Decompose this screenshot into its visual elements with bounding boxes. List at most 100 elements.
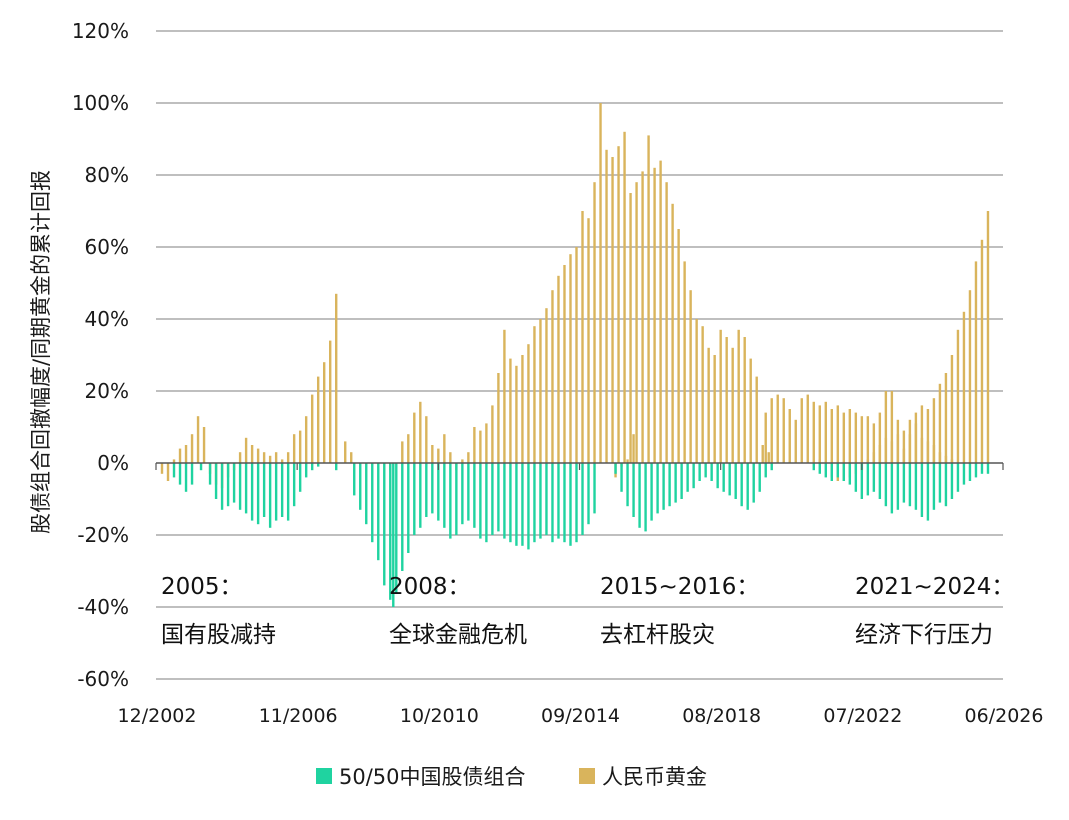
stock_bond-bar xyxy=(190,463,194,485)
stock_bond-bar xyxy=(545,463,548,535)
stock_bond-bar xyxy=(968,463,972,481)
stock_bond-bar xyxy=(644,463,647,532)
legend: 50/50中国股债组合 人民币黄金 xyxy=(316,765,707,789)
stock_bond-bar xyxy=(908,463,912,507)
stock_bond-bar xyxy=(668,463,671,507)
gold-bar xyxy=(872,452,876,463)
stock_bond-bar xyxy=(692,463,695,489)
gold-bar xyxy=(884,391,888,463)
gold-bar xyxy=(419,401,422,463)
gold-bar xyxy=(298,430,302,463)
gold-bar xyxy=(866,459,870,463)
stock_bond-bar xyxy=(860,463,864,499)
stock_bond-bar xyxy=(238,463,242,510)
gold-bar xyxy=(761,445,764,463)
gold-bar xyxy=(626,459,629,463)
gold-bar xyxy=(818,459,821,463)
gold-bar xyxy=(623,131,626,464)
gold-bar xyxy=(776,394,779,463)
gold-bar xyxy=(425,416,428,463)
stock_bond-bar xyxy=(746,463,749,510)
stock_bond-bar xyxy=(304,463,308,478)
gold-bar xyxy=(932,398,936,463)
stock_bond-bar xyxy=(854,463,858,492)
gold-bar xyxy=(641,171,644,463)
gold-bar xyxy=(172,459,176,463)
stock_bond-bar xyxy=(626,463,629,507)
gold-bar xyxy=(304,416,308,463)
x-tick-label: 11/2006 xyxy=(259,705,338,727)
stock_bond-bar xyxy=(974,463,978,478)
stock_bond-bar xyxy=(359,463,362,510)
stock_bond-bar xyxy=(316,463,320,467)
gold-bar xyxy=(238,452,242,463)
stock_bond-bar xyxy=(298,463,302,492)
stock_bond-bar xyxy=(656,463,659,514)
annotation-title: 2008： xyxy=(389,574,471,600)
stock_bond-bar xyxy=(521,463,524,546)
legend-label: 50/50中国股债组合 xyxy=(339,765,526,789)
gold-bar xyxy=(611,157,614,463)
stock_bond-bar xyxy=(365,463,368,525)
gold-bar xyxy=(335,293,338,463)
annotation-title: 2021~2024： xyxy=(855,574,1014,600)
stock_bond-bar xyxy=(226,463,230,507)
gold-bar xyxy=(689,290,692,463)
stock_bond-bar xyxy=(716,463,719,489)
stock_bond-bar xyxy=(479,463,482,539)
stock_bond-bar xyxy=(638,463,641,528)
stock_bond-bar xyxy=(461,463,464,525)
stock_bond-bar xyxy=(698,463,701,481)
gold-bar xyxy=(497,373,500,463)
gold-bar xyxy=(755,376,758,463)
stock_bond-bar xyxy=(740,463,743,507)
gold-bars xyxy=(160,103,990,489)
gold-bar xyxy=(806,394,809,463)
gold-bar xyxy=(479,430,482,463)
gold-bar xyxy=(184,445,188,463)
stock_bond-bar xyxy=(539,463,542,539)
stock_bond-bar xyxy=(704,463,707,478)
gold-bar xyxy=(575,247,578,463)
y-tick-label: 120% xyxy=(72,19,129,43)
stock_bond-bar xyxy=(581,463,584,535)
stock_bond-bar xyxy=(256,463,260,525)
gold-bar xyxy=(274,452,278,463)
stock_bond-bar xyxy=(734,463,737,499)
stock_bond-bar xyxy=(455,463,458,535)
gold-bar xyxy=(437,448,440,463)
gold-bar xyxy=(292,434,296,463)
stock_bond-bar xyxy=(491,463,494,535)
stock_bond-bar xyxy=(497,463,500,532)
stock_bond-bar xyxy=(662,463,665,510)
stock_bond-bar xyxy=(292,463,296,507)
gold-bar xyxy=(286,452,290,463)
gold-bar xyxy=(695,319,698,463)
gold-bar xyxy=(431,445,434,463)
gold-bar xyxy=(166,463,170,481)
gold-bar xyxy=(178,448,182,463)
gold-bar xyxy=(854,412,858,463)
stock_bond-bar xyxy=(214,463,218,499)
stock_bond-bar xyxy=(593,463,596,514)
gold-bar xyxy=(635,182,638,463)
stock_bond-bar xyxy=(467,463,470,521)
stock_bond-bar xyxy=(752,463,755,503)
gold-bar xyxy=(938,383,942,463)
stock_bond-bar xyxy=(310,463,314,471)
y-tick-label: 0% xyxy=(97,451,129,475)
gold-bar xyxy=(860,416,864,463)
stock_bond-bar xyxy=(884,463,888,507)
stock_bond-bar xyxy=(509,463,512,543)
stock_bond-bar xyxy=(587,463,590,525)
gold-bar xyxy=(443,434,446,463)
stock_bond-bar xyxy=(836,463,840,478)
stock-bond-bars xyxy=(172,463,990,607)
gold-bar xyxy=(413,412,416,463)
gold-bar xyxy=(962,311,966,463)
stock_bond-bar xyxy=(866,463,870,496)
gold-bar xyxy=(968,290,972,463)
gold-bar xyxy=(533,326,536,463)
stock_bond-bar xyxy=(371,463,374,543)
gold-bar xyxy=(767,452,770,463)
